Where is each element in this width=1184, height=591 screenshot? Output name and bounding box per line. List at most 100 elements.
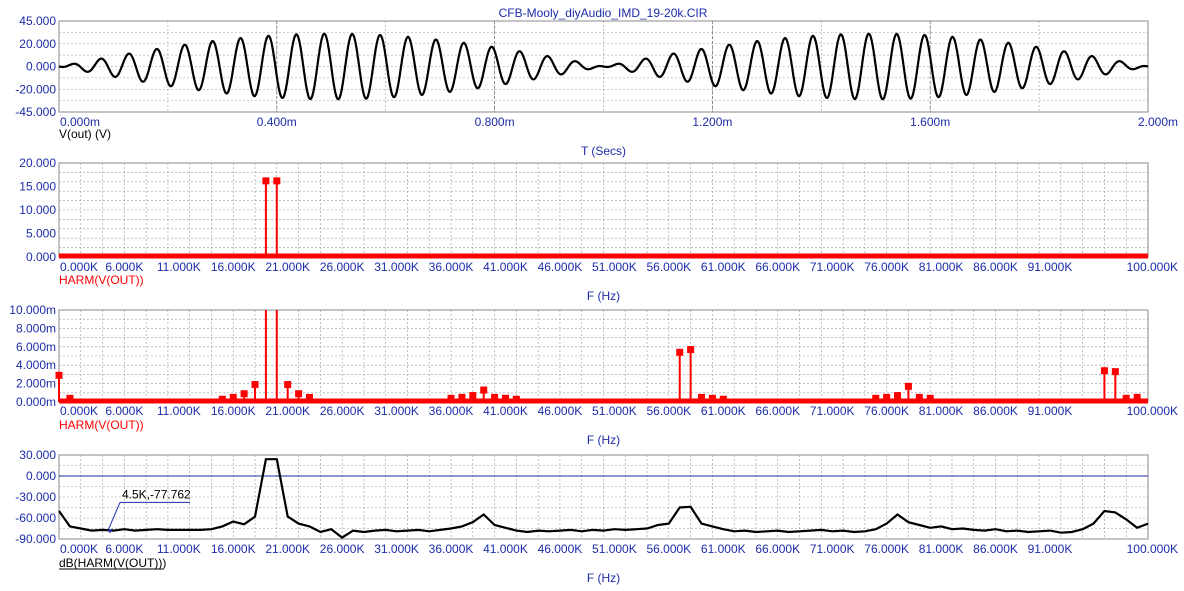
y-tick-label: 20.000 <box>19 156 56 170</box>
x-tick-label: 0.800m <box>475 115 515 129</box>
x-tick-label: 0.000K <box>60 542 98 556</box>
x-axis-label: F (Hz) <box>587 571 620 585</box>
y-tick-label: 8.000m <box>16 321 56 335</box>
annotation-arrowhead <box>108 528 114 534</box>
x-tick-label: 81.000K <box>919 404 964 418</box>
spectral-marker <box>501 394 509 402</box>
spectral-marker <box>251 381 259 389</box>
x-tick-label: 86.000K <box>973 542 1018 556</box>
y-tick-label: 45.000 <box>19 14 56 28</box>
spectral-marker <box>1133 393 1141 401</box>
x-tick-label: 56.000K <box>646 260 691 274</box>
x-tick-label: 21.000K <box>265 260 310 274</box>
x-tick-label: 66.000K <box>755 542 800 556</box>
x-tick-label: 21.000K <box>265 404 310 418</box>
y-tick-label: 0.000m <box>16 395 56 409</box>
spectral-marker <box>894 392 902 400</box>
x-tick-label: 81.000K <box>919 542 964 556</box>
y-tick-label: 2.000m <box>16 377 56 391</box>
spectral-marker <box>55 371 63 379</box>
x-tick-label: 91.000K <box>1028 542 1073 556</box>
spectral-marker <box>262 177 270 185</box>
annotation-leader <box>107 502 121 531</box>
x-tick-label: 81.000K <box>919 260 964 274</box>
y-tick-label: 6.000m <box>16 340 56 354</box>
y-tick-label: 4.000m <box>16 358 56 372</box>
x-tick-label: 61.000K <box>701 542 746 556</box>
x-tick-label: 91.000K <box>1028 404 1073 418</box>
x-tick-label: 46.000K <box>538 404 583 418</box>
spectral-marker <box>1111 368 1119 376</box>
x-tick-label: 36.000K <box>429 260 474 274</box>
x-tick-label: 6.000K <box>105 542 143 556</box>
y-tick-label: -90.000 <box>15 532 56 546</box>
spectral-marker <box>687 346 695 354</box>
x-tick-label: 6.000K <box>105 404 143 418</box>
y-tick-label: -20.000 <box>15 82 56 96</box>
x-tick-label: 1.600m <box>910 115 950 129</box>
y-tick-label: 10.000m <box>9 303 56 317</box>
y-tick-label: 20.000 <box>19 37 56 51</box>
x-tick-label: 41.000K <box>483 404 528 418</box>
x-axis-label: F (Hz) <box>587 289 620 303</box>
x-tick-label: 6.000K <box>105 260 143 274</box>
x-tick-label: 41.000K <box>483 260 528 274</box>
trace-label: HARM(V(OUT)) <box>59 418 144 432</box>
x-tick-label: 86.000K <box>973 260 1018 274</box>
x-tick-label: 100.000K <box>1127 260 1178 274</box>
x-tick-label: 26.000K <box>320 542 365 556</box>
y-tick-label: 0.000 <box>26 469 56 483</box>
x-tick-label: 71.000K <box>810 404 855 418</box>
x-tick-label: 66.000K <box>755 260 800 274</box>
x-tick-label: 100.000K <box>1127 404 1178 418</box>
spectral-marker <box>926 394 934 402</box>
trace-label: HARM(V(OUT)) <box>59 273 144 287</box>
spectrum-linear-panel: 20.000 15.000 10.000 5.000 0.000 0.000K 6.000K… <box>19 156 1178 303</box>
x-tick-label: 31.000K <box>374 542 419 556</box>
x-tick-label: 71.000K <box>810 542 855 556</box>
y-tick-label: 30.000 <box>19 448 56 462</box>
x-tick-label: 46.000K <box>538 260 583 274</box>
x-tick-label: 11.000K <box>157 542 201 556</box>
x-tick-label: 56.000K <box>646 542 691 556</box>
spectrum-zoom-panel: 10.000m 8.000m 6.000m 4.000m 2.000m 0.000m 0.0… <box>9 303 1178 447</box>
spectral-marker <box>240 390 248 398</box>
trace-label: V(out) (V) <box>59 127 111 141</box>
y-tick-label: -30.000 <box>15 490 56 504</box>
y-tick-label: 0.000 <box>26 60 56 74</box>
x-tick-label: 2.000m <box>1138 115 1178 129</box>
x-tick-label: 0.000K <box>60 404 98 418</box>
spectral-marker <box>1122 394 1130 402</box>
x-tick-label: 71.000K <box>810 260 855 274</box>
y-tick-label: 15.000 <box>19 180 56 194</box>
spectral-marker <box>447 394 455 402</box>
window-title: CFB-Mooly_diyAudio_IMD_19-20k.CIR <box>499 6 708 20</box>
x-tick-label: 76.000K <box>864 260 909 274</box>
annotation-label: 4.5K,-77.762 <box>122 487 191 501</box>
spectral-marker <box>676 348 684 356</box>
x-tick-label: 76.000K <box>864 542 909 556</box>
y-tick-label: 5.000 <box>26 227 56 241</box>
spectral-marker <box>708 394 716 402</box>
spectral-marker <box>719 395 727 403</box>
spectral-marker <box>491 393 499 401</box>
x-tick-label: 26.000K <box>320 404 365 418</box>
spectral-marker <box>512 395 520 403</box>
x-axis-label: F (Hz) <box>587 433 620 447</box>
x-tick-label: 16.000K <box>211 542 256 556</box>
x-tick-label: 21.000K <box>265 542 310 556</box>
x-tick-label: 51.000K <box>592 542 637 556</box>
spectral-marker <box>469 392 477 400</box>
spectral-marker <box>458 393 466 401</box>
x-tick-label: 51.000K <box>592 404 637 418</box>
spectral-marker <box>883 393 891 401</box>
x-tick-label: 76.000K <box>864 404 909 418</box>
x-tick-label: 26.000K <box>320 260 365 274</box>
x-tick-label: 56.000K <box>646 404 691 418</box>
y-tick-label: 0.000 <box>26 250 56 264</box>
x-tick-label: 41.000K <box>483 542 528 556</box>
x-tick-label: 0.400m <box>257 115 297 129</box>
x-tick-label: 36.000K <box>429 542 474 556</box>
y-tick-label: -45.000 <box>15 105 56 119</box>
x-tick-label: 16.000K <box>211 260 256 274</box>
